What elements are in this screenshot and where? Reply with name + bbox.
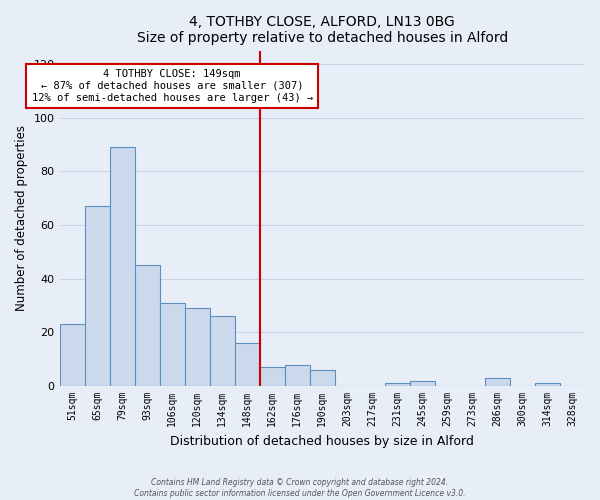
Text: 4 TOTHBY CLOSE: 149sqm
← 87% of detached houses are smaller (307)
12% of semi-de: 4 TOTHBY CLOSE: 149sqm ← 87% of detached… <box>32 70 313 102</box>
Bar <box>310 370 335 386</box>
Bar <box>209 316 235 386</box>
Title: 4, TOTHBY CLOSE, ALFORD, LN13 0BG
Size of property relative to detached houses i: 4, TOTHBY CLOSE, ALFORD, LN13 0BG Size o… <box>137 15 508 45</box>
Bar <box>410 380 435 386</box>
Bar <box>485 378 510 386</box>
Text: Contains HM Land Registry data © Crown copyright and database right 2024.
Contai: Contains HM Land Registry data © Crown c… <box>134 478 466 498</box>
Y-axis label: Number of detached properties: Number of detached properties <box>15 126 28 312</box>
Bar <box>59 324 85 386</box>
Bar <box>285 364 310 386</box>
Bar <box>185 308 209 386</box>
Bar <box>110 147 134 386</box>
Bar <box>160 303 185 386</box>
Bar <box>260 368 285 386</box>
X-axis label: Distribution of detached houses by size in Alford: Distribution of detached houses by size … <box>170 434 474 448</box>
Bar <box>385 384 410 386</box>
Bar <box>85 206 110 386</box>
Bar <box>535 384 560 386</box>
Bar <box>235 343 260 386</box>
Bar <box>134 266 160 386</box>
